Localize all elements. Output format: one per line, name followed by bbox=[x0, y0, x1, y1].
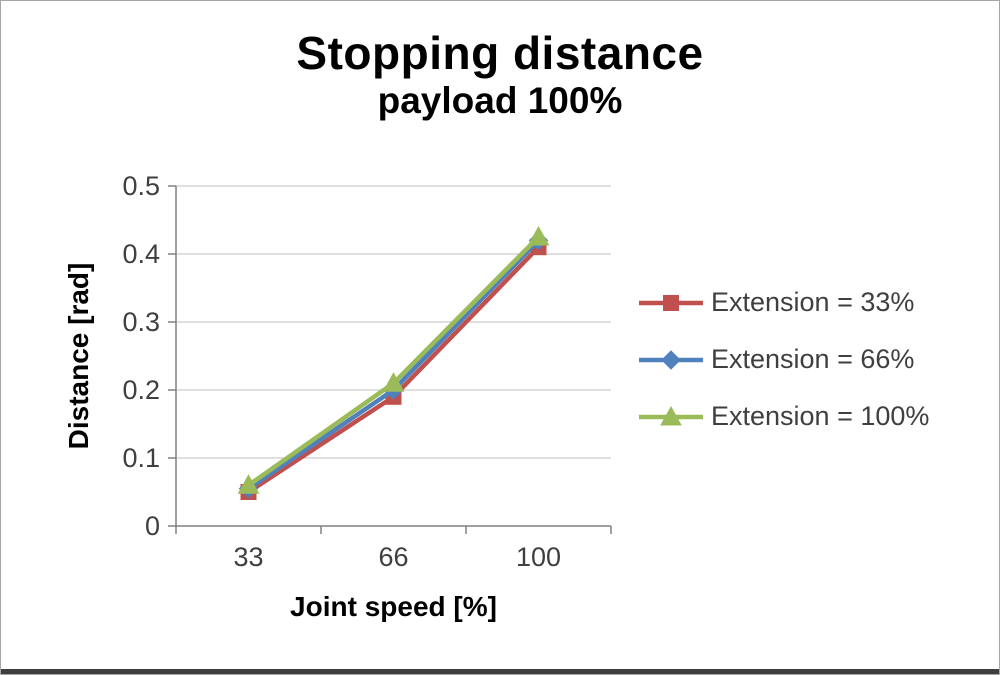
legend-item-extension-66: Extension = 66% bbox=[639, 344, 929, 375]
chart-legend: Extension = 33% Extension = 66% Extensio… bbox=[639, 287, 929, 432]
legend-sample-graphic bbox=[639, 405, 703, 425]
series-line bbox=[246, 238, 541, 491]
y-axis-title: Distance [rad] bbox=[63, 263, 94, 450]
data-point-triangle-icon bbox=[382, 372, 405, 392]
legend-item-extension-33: Extension = 33% bbox=[639, 287, 929, 318]
legend-diamond-icon bbox=[661, 349, 681, 370]
legend-label: Extension = 66% bbox=[711, 344, 915, 374]
chart-title: Stopping distance bbox=[296, 27, 704, 79]
legend-marker-triangle-icon bbox=[639, 405, 703, 428]
y-tick-label: 0.3 bbox=[122, 307, 160, 337]
chart-title-block: Stopping distance payload 100% bbox=[1, 27, 999, 122]
legend-sample-graphic bbox=[639, 349, 703, 370]
legend-item-extension-100: Extension = 100% bbox=[639, 401, 929, 432]
data-point-triangle-icon bbox=[527, 225, 550, 246]
legend-sample-graphic bbox=[639, 294, 703, 311]
x-tick-label: 66 bbox=[378, 542, 408, 572]
y-tick-label: 0.4 bbox=[122, 239, 160, 269]
legend-triangle-icon bbox=[660, 405, 682, 425]
series-2 bbox=[237, 225, 550, 494]
series-line bbox=[246, 234, 541, 488]
chart-subtitle: payload 100% bbox=[377, 79, 623, 121]
legend-label: Extension = 33% bbox=[711, 287, 915, 317]
x-tick-label: 100 bbox=[516, 542, 561, 572]
line-chart-plot-area: 0 0.1 0.2 0.3 0.4 0.5 33 66 100 Joint speed [%] Di… bbox=[63, 171, 612, 622]
data-point-triangle-icon bbox=[237, 474, 260, 494]
legend-marker-square-icon bbox=[639, 292, 703, 314]
legend-square-icon bbox=[663, 294, 679, 311]
x-tick-label: 33 bbox=[233, 542, 263, 572]
legend-marker-diamond-icon bbox=[639, 349, 703, 371]
x-axis-title: Joint speed [%] bbox=[290, 591, 497, 622]
y-tick-label: 0 bbox=[145, 511, 160, 541]
y-tick-label: 0.5 bbox=[122, 171, 160, 201]
legend-label: Extension = 100% bbox=[711, 401, 930, 431]
y-tick-label: 0.2 bbox=[122, 375, 160, 405]
window-bottom-edge bbox=[1, 669, 999, 674]
y-tick-label: 0.1 bbox=[122, 443, 160, 473]
